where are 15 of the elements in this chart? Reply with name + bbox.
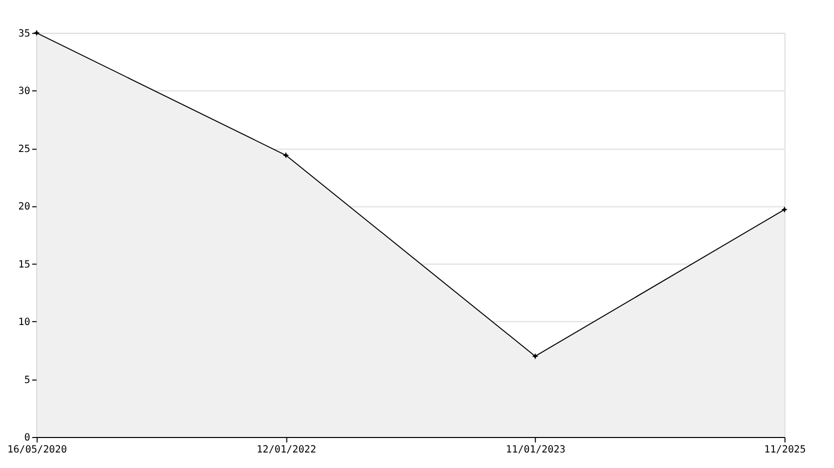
point	[781, 206, 788, 213]
y-tick-label: 35	[18, 28, 30, 40]
x-tick-label: 11/01/2023	[506, 444, 566, 456]
y-tick-label: 5	[24, 374, 30, 386]
y-tick-label: 30	[18, 86, 30, 98]
y-tick-label: 15	[18, 259, 30, 270]
y-tick-label: 0	[24, 432, 30, 444]
y-tick-label: 10	[18, 317, 30, 328]
point	[282, 152, 290, 158]
y-tick-label: 25	[18, 144, 30, 155]
x-tick-label: 11/2025	[764, 444, 806, 456]
y-tick-label: 20	[18, 202, 30, 213]
x-tick-label: 12/01/2022	[256, 444, 316, 456]
point	[532, 353, 538, 360]
x-tick-label: 16/05/2020	[7, 444, 67, 456]
